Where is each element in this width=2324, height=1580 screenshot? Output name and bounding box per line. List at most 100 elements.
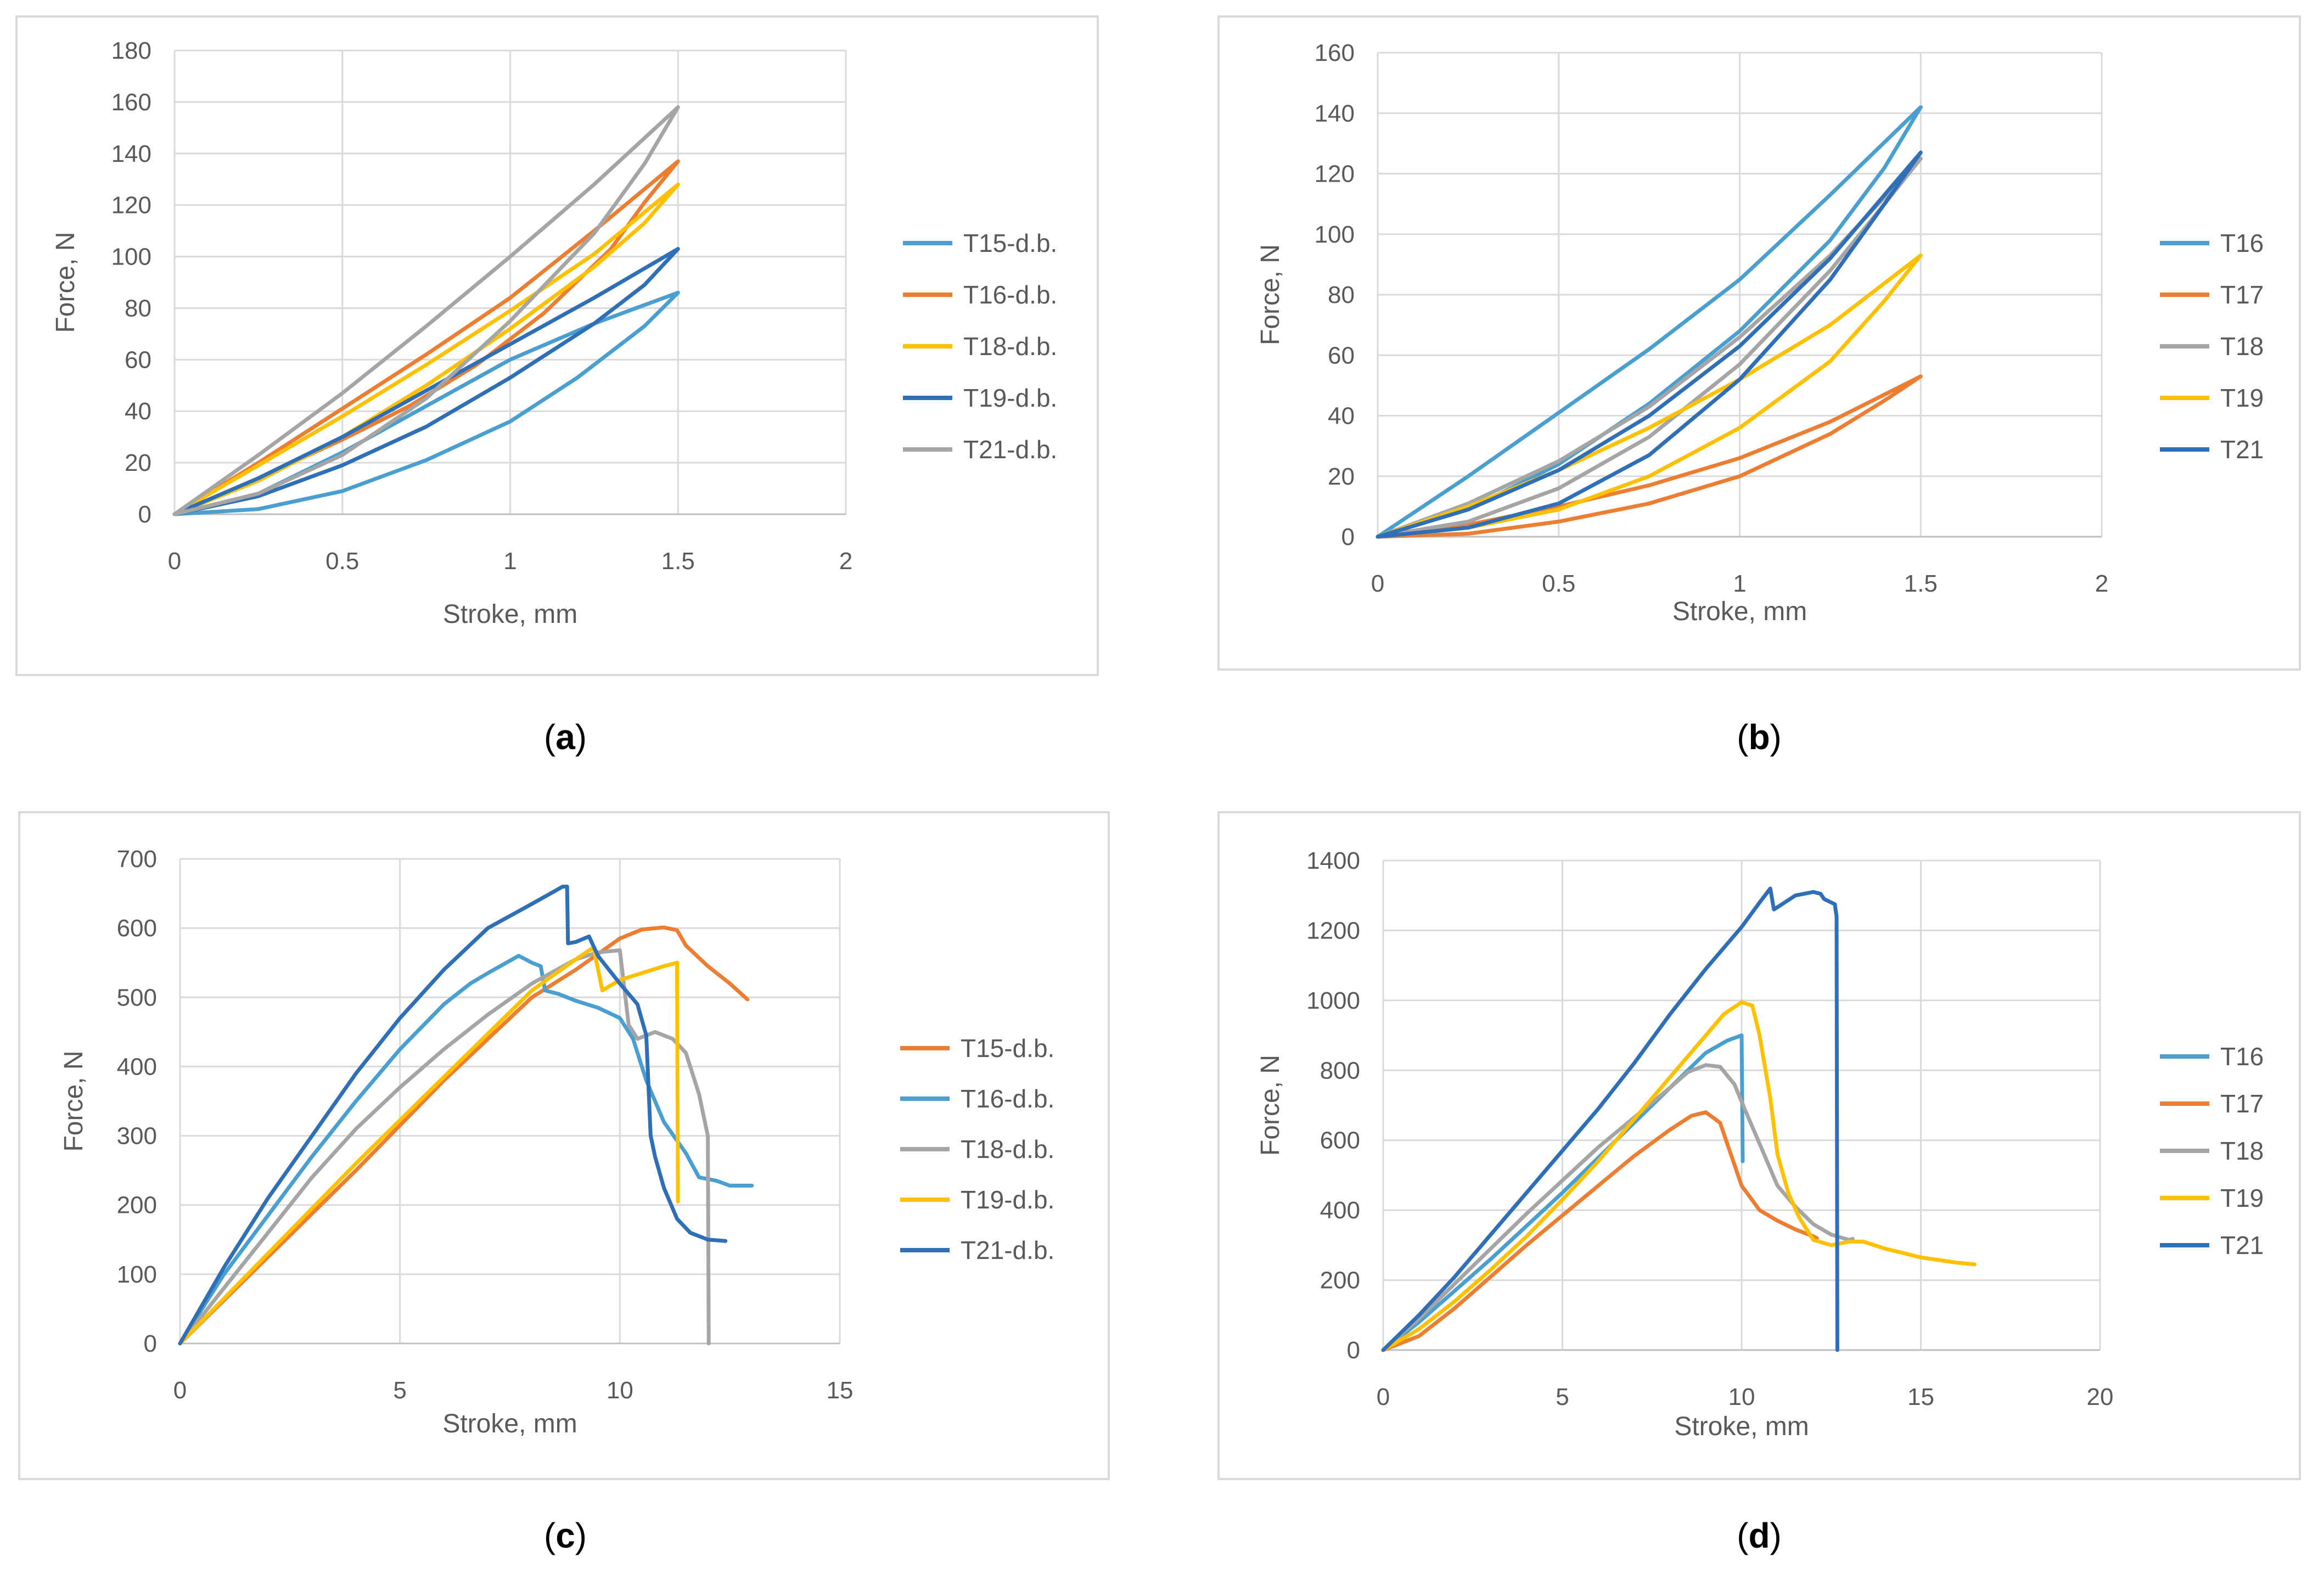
series-group (178, 885, 754, 1346)
legend-label: T16-d.b. (961, 1084, 1054, 1113)
chart-panel-c: 0 100 200 300 400 500 600 700 0 5 10 15 Stroke, mm Fo… (18, 811, 1110, 1555)
panel-caption: (a) (544, 717, 587, 757)
series-line-t18-d-b- (178, 948, 711, 1346)
y-tick-label: 180 (111, 37, 151, 64)
y-tick-label: 140 (1315, 100, 1355, 127)
legend: T16 T17 T18 T19 T21 (2160, 229, 2264, 464)
series-line-t21 (1381, 886, 1839, 1352)
legend: T15-d.b. T16-d.b. T18-d.b. T19-d.b. T21-d.b. (900, 1034, 1054, 1264)
y-tick-label: 1400 (1306, 847, 1360, 874)
y-axis-title: Force, N (1256, 1055, 1285, 1156)
y-tick-label: 700 (117, 846, 157, 873)
y-axis-title: Force, N (51, 232, 80, 333)
y-tick-label: 140 (111, 140, 151, 167)
series-line-t21-d-b- (178, 885, 728, 1346)
x-tick-label: 20 (2087, 1384, 2114, 1410)
legend: T15-d.b. T16-d.b. T18-d.b. T19-d.b. T21-d.b. (903, 229, 1057, 464)
y-tick-label: 60 (1328, 342, 1355, 369)
chart-panel-d: 0 200 400 600 800 1000 1200 1400 0 5 10 15 20 Stroke,… (1217, 811, 2301, 1555)
y-tick-label: 20 (125, 449, 151, 476)
y-tick-label: 1000 (1306, 987, 1360, 1014)
y-tick-label: 600 (1320, 1127, 1360, 1154)
series-group (172, 105, 680, 516)
y-tick-label: 40 (1328, 403, 1355, 430)
legend-label: T15-d.b. (961, 1034, 1054, 1062)
panel-caption: (d) (1737, 1516, 1782, 1555)
x-tick-label: 5 (1556, 1384, 1569, 1410)
panel-caption: (c) (544, 1516, 587, 1555)
x-tick-label: 1 (503, 548, 517, 575)
series-group (1381, 886, 1977, 1352)
legend-label: T17 (2220, 1089, 2264, 1118)
y-tick-label: 100 (117, 1261, 157, 1288)
y-tick-label: 160 (111, 89, 151, 116)
x-tick-label: 0.5 (325, 548, 359, 575)
x-tick-label: 10 (607, 1377, 633, 1404)
x-tick-label: 1 (1733, 570, 1746, 597)
legend-label: T19-d.b. (961, 1185, 1054, 1214)
legend-label: T21-d.b. (963, 435, 1057, 464)
series-line-t19 (1381, 1000, 1977, 1352)
chart-panel-b: 0 20 40 60 80 100 120 140 160 0 0.5 1 1.5 2 Stroke, mm… (1217, 15, 2301, 757)
x-tick-label: 10 (1728, 1384, 1755, 1410)
y-tick-label: 600 (117, 915, 157, 942)
y-tick-label: 0 (144, 1330, 157, 1357)
legend-label: T21 (2220, 1231, 2264, 1259)
series-line-t19-d-b- (172, 247, 680, 516)
y-tick-label: 120 (111, 192, 151, 219)
legend-label: T18 (2220, 332, 2264, 361)
x-axis-title: Stroke, mm (442, 1409, 577, 1438)
legend-label: T16-d.b. (963, 280, 1057, 309)
y-tick-label: 1200 (1306, 917, 1360, 944)
y-tick-label: 500 (117, 984, 157, 1011)
x-axis-title: Stroke, mm (443, 600, 577, 629)
legend-label: T18 (2220, 1137, 2264, 1165)
y-tick-label: 40 (125, 398, 151, 425)
legend-label: T18-d.b. (961, 1135, 1054, 1163)
x-axis-title: Stroke, mm (1674, 1412, 1809, 1441)
y-axis-title: Force, N (59, 1050, 88, 1151)
series-line-t16-d-b- (172, 159, 680, 516)
series-line-t15-d-b- (178, 925, 750, 1346)
y-tick-label: 120 (1315, 161, 1355, 188)
legend-label: T18-d.b. (963, 332, 1057, 361)
y-tick-label: 200 (117, 1192, 157, 1219)
x-tick-label: 5 (393, 1377, 406, 1404)
x-tick-label: 2 (839, 548, 852, 575)
x-tick-label: 0.5 (1542, 570, 1575, 597)
y-tick-label: 0 (1341, 524, 1355, 550)
legend-label: T15-d.b. (963, 229, 1057, 257)
chart-panel-a: 0 20 40 60 80 100 120 140 160 180 0 0.5 1 1.5 2 Stroke,… (15, 15, 1099, 757)
series-line-t17 (1381, 1110, 1819, 1352)
x-axis-title: Stroke, mm (1672, 597, 1807, 626)
y-tick-label: 800 (1320, 1057, 1360, 1084)
legend-label: T19-d.b. (963, 384, 1057, 412)
x-tick-label: 0 (1377, 1384, 1390, 1410)
legend-label: T16 (2220, 1042, 2264, 1071)
chart-frame (18, 811, 1110, 1480)
x-tick-label: 15 (827, 1377, 854, 1404)
panel-caption: (b) (1737, 717, 1782, 757)
legend-label: T16 (2220, 229, 2264, 257)
y-tick-label: 400 (1320, 1197, 1360, 1224)
y-tick-label: 200 (1320, 1267, 1360, 1294)
x-tick-label: 1.5 (1904, 570, 1938, 597)
series-group (1376, 105, 1923, 539)
y-tick-label: 20 (1328, 463, 1355, 490)
series-line-t16-d-b- (178, 954, 754, 1346)
y-tick-label: 80 (125, 295, 151, 322)
y-tick-label: 60 (125, 346, 151, 373)
series-line-t16 (1381, 1033, 1745, 1352)
series-line-t21 (1376, 150, 1923, 539)
x-tick-label: 1.5 (661, 548, 695, 575)
x-tick-label: 0 (168, 548, 181, 575)
x-tick-label: 15 (1907, 1384, 1934, 1410)
y-tick-label: 300 (117, 1123, 157, 1150)
series-line-t18 (1381, 1063, 1855, 1352)
y-tick-label: 0 (138, 501, 151, 528)
x-tick-label: 0 (173, 1377, 187, 1404)
legend-label: T21-d.b. (961, 1236, 1054, 1264)
legend-label: T19 (2220, 1184, 2264, 1212)
y-tick-label: 400 (117, 1053, 157, 1080)
